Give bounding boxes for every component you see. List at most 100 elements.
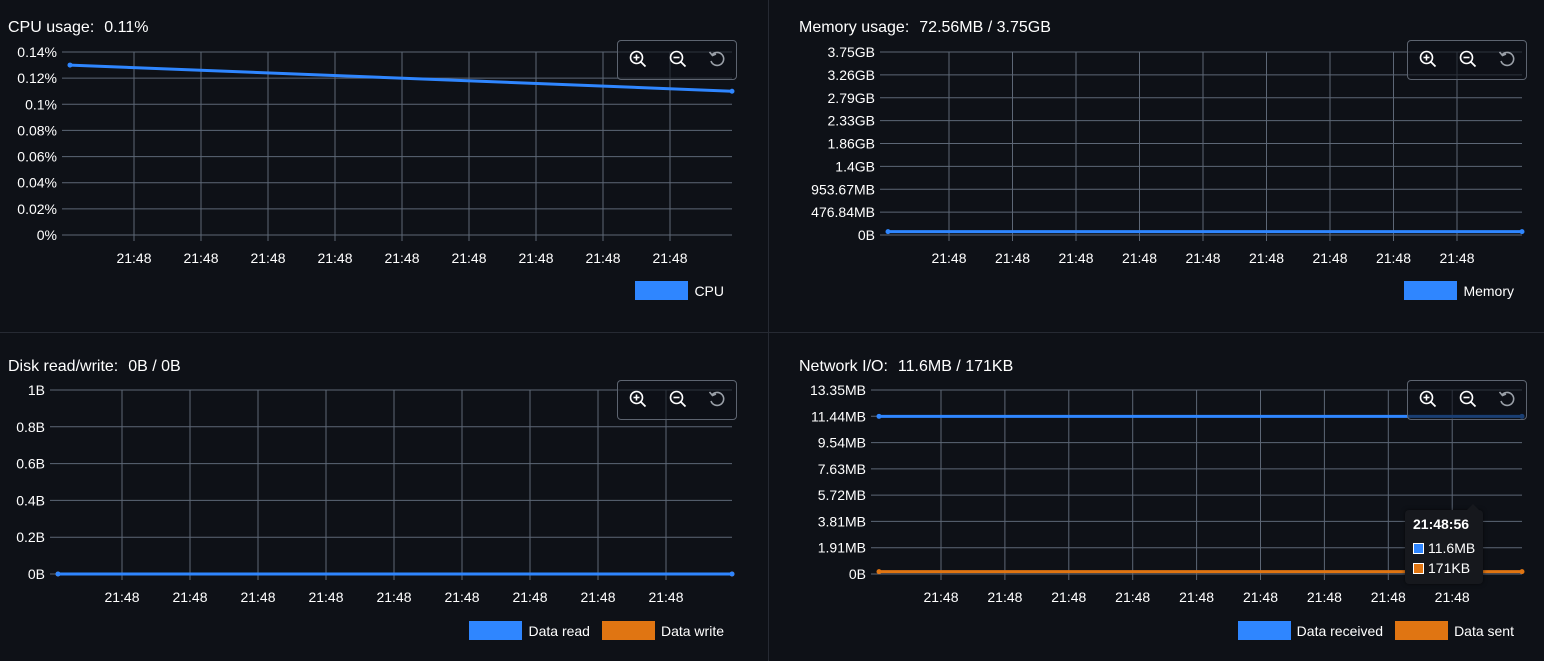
y-tick-label: 0.2B: [16, 529, 45, 545]
x-tick-label: 21:48: [585, 250, 620, 266]
legend-label: Data sent: [1454, 622, 1514, 639]
x-tick-label: 21:48: [317, 250, 352, 266]
disk-title-label: Disk read/write:: [8, 358, 119, 375]
x-tick-label: 21:48: [1058, 250, 1093, 266]
zoom-in-icon: [1418, 49, 1438, 74]
data-point: [876, 569, 882, 575]
zoom-in-button[interactable]: [1417, 390, 1439, 412]
cpu-legend: CPU: [623, 281, 724, 300]
memory-panel-title: Memory usage: 72.56MB / 3.75GB: [799, 19, 1051, 37]
vertical-divider: [768, 0, 769, 661]
memory-panel: Memory usage: 72.56MB / 3.75GB 0B 476.84MB…: [769, 0, 1544, 332]
data-point: [1519, 229, 1525, 235]
y-tick-label: 9.54MB: [818, 435, 866, 451]
y-tick-label: 1.86GB: [828, 136, 875, 152]
cpu-title-value: 0.11%: [104, 19, 149, 36]
y-tick-label: 3.81MB: [818, 513, 866, 529]
zoom-out-button[interactable]: [1457, 50, 1479, 72]
zoom-out-icon: [668, 49, 688, 74]
zoom-out-button[interactable]: [667, 390, 689, 412]
zoom-out-button[interactable]: [667, 50, 689, 72]
horizontal-divider: [0, 332, 1544, 333]
y-tick-label: 0.14%: [17, 44, 57, 60]
tooltip-row-sent: 171KB: [1413, 558, 1475, 578]
y-tick-label: 0B: [28, 566, 45, 582]
y-tick-label: 953.67MB: [811, 181, 875, 197]
reset-zoom-button[interactable]: [706, 50, 728, 72]
legend-label: Data read: [528, 622, 590, 639]
memory-title-label: Memory usage:: [799, 19, 910, 36]
y-tick-label: 2.33GB: [828, 113, 875, 129]
x-tick-label: 21:48: [1185, 250, 1220, 266]
legend-item-data-write[interactable]: Data write: [601, 621, 724, 640]
x-tick-label: 21:48: [512, 589, 547, 605]
reset-icon: [707, 49, 727, 74]
tooltip-value-sent: 171KB: [1428, 560, 1471, 576]
y-tick-label: 0.1%: [25, 96, 57, 112]
cpu-panel: CPU usage: 0.11% 0% 0.02% 0.04% 0.06% 0.08% 0.…: [0, 0, 768, 332]
x-tick-label: 21:48: [444, 589, 479, 605]
legend-label: Data write: [660, 622, 724, 639]
tooltip-row-received: 11.6MB: [1413, 538, 1475, 558]
y-tick-label: 0.4B: [16, 492, 45, 508]
y-tick-label: 13.35MB: [810, 382, 866, 398]
y-tick-label: 11.44MB: [811, 408, 866, 424]
reset-icon: [1497, 49, 1517, 74]
legend-swatch: [635, 281, 689, 300]
y-tick-label: 1.4GB: [835, 158, 875, 174]
x-tick-label: 21:48: [104, 589, 139, 605]
x-tick-label: 21:48: [240, 589, 275, 605]
x-tick-label: 21:48: [1312, 250, 1347, 266]
disk-panel-title: Disk read/write: 0B / 0B: [8, 358, 181, 376]
x-tick-label: 21:48: [648, 589, 683, 605]
legend-label: CPU: [694, 282, 724, 299]
reset-zoom-button[interactable]: [1496, 390, 1518, 412]
network-title-label: Network I/O:: [799, 358, 888, 375]
y-tick-label: 476.84MB: [811, 204, 875, 220]
y-tick-label: 0.08%: [17, 122, 57, 138]
reset-zoom-button[interactable]: [706, 390, 728, 412]
network-chart-toolbar: [1407, 380, 1527, 420]
legend-item-data-read[interactable]: Data read: [469, 621, 590, 640]
network-chart[interactable]: 0B 1.91MB 3.81MB 5.72MB 7.63MB 9.54MB 11.44MB 1…: [769, 333, 1544, 661]
legend-item-cpu[interactable]: CPU: [635, 281, 724, 300]
zoom-in-button[interactable]: [627, 390, 649, 412]
y-tick-label: 0B: [849, 566, 866, 582]
x-tick-label: 21:48: [172, 589, 207, 605]
tooltip-value-received: 11.6MB: [1428, 540, 1476, 556]
tooltip-time: 21:48:56: [1413, 516, 1470, 532]
x-tick-label: 21:48: [1435, 589, 1470, 605]
zoom-in-button[interactable]: [627, 50, 649, 72]
y-tick-label: 0.8B: [16, 419, 45, 435]
data-point: [885, 229, 891, 235]
y-tick-label: 0.12%: [17, 70, 57, 86]
zoom-in-icon: [628, 389, 648, 414]
network-title-value: 11.6MB / 171KB: [897, 358, 1014, 375]
reset-zoom-button[interactable]: [1496, 50, 1518, 72]
x-tick-label: 21:48: [183, 250, 218, 266]
memory-chart-toolbar: [1407, 40, 1527, 80]
zoom-in-button[interactable]: [1417, 50, 1439, 72]
x-tick-label: 21:48: [308, 589, 343, 605]
disk-chart[interactable]: 0B 0.2B 0.4B 0.6B 0.8B 1B 21:48 21:48 21:48 21:48…: [0, 333, 768, 661]
zoom-in-icon: [1418, 389, 1438, 414]
legend-item-data-sent[interactable]: Data sent: [1395, 621, 1514, 640]
x-tick-label: 21:48: [376, 589, 411, 605]
x-tick-label: 21:48: [518, 250, 553, 266]
zoom-out-icon: [1458, 389, 1478, 414]
y-tick-label: 3.75GB: [828, 44, 875, 60]
legend-item-data-received[interactable]: Data received: [1237, 621, 1383, 640]
memory-chart[interactable]: 0B 476.84MB 953.67MB 1.4GB 1.86GB 2.33GB 2.79G…: [769, 0, 1544, 332]
zoom-out-button[interactable]: [1457, 390, 1479, 412]
x-tick-label: 21:48: [1122, 250, 1157, 266]
cpu-chart[interactable]: 0% 0.02% 0.04% 0.06% 0.08% 0.1% 0.12% 0.14% 21:4…: [0, 0, 768, 332]
x-tick-label: 21:48: [451, 250, 486, 266]
tooltip-swatch: [1413, 542, 1424, 554]
network-panel-title: Network I/O: 11.6MB / 171KB: [799, 358, 1013, 376]
x-tick-label: 21:48: [384, 250, 419, 266]
chart-tooltip: 21:48:56 11.6MB 171KB: [1405, 504, 1484, 584]
x-tick-label: 21:48: [923, 589, 958, 605]
data-point: [1519, 569, 1525, 575]
legend-item-memory[interactable]: Memory: [1404, 281, 1514, 300]
y-tick-label: 3.26GB: [828, 67, 875, 83]
